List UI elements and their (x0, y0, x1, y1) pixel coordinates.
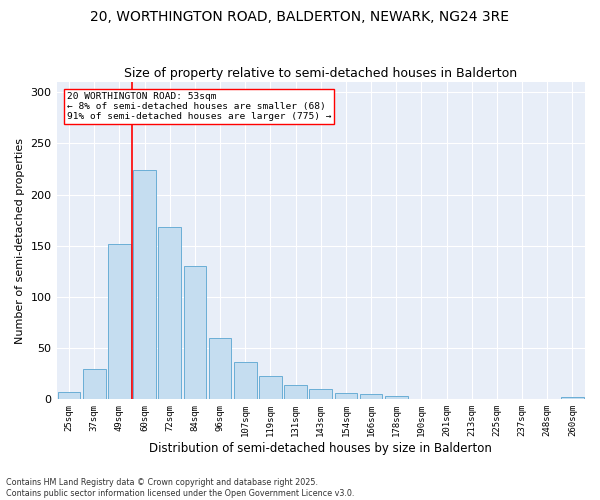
Text: 20, WORTHINGTON ROAD, BALDERTON, NEWARK, NG24 3RE: 20, WORTHINGTON ROAD, BALDERTON, NEWARK,… (91, 10, 509, 24)
Bar (335, 393, 357, 400)
Bar (360, 394, 382, 400)
Text: Contains HM Land Registry data © Crown copyright and database right 2025.
Contai: Contains HM Land Registry data © Crown c… (6, 478, 355, 498)
Bar (385, 396, 407, 400)
Bar (284, 385, 307, 400)
X-axis label: Distribution of semi-detached houses by size in Balderton: Distribution of semi-detached houses by … (149, 442, 492, 455)
Y-axis label: Number of semi-detached properties: Number of semi-detached properties (15, 138, 25, 344)
Bar (310, 389, 332, 400)
Bar (58, 392, 80, 400)
Text: 20 WORTHINGTON ROAD: 53sqm
← 8% of semi-detached houses are smaller (68)
91% of : 20 WORTHINGTON ROAD: 53sqm ← 8% of semi-… (67, 92, 332, 122)
Bar (133, 170, 156, 400)
Bar (158, 228, 181, 400)
Bar (83, 368, 106, 400)
Bar (561, 398, 584, 400)
Bar (209, 338, 232, 400)
Bar (234, 362, 257, 400)
Bar (184, 266, 206, 400)
Title: Size of property relative to semi-detached houses in Balderton: Size of property relative to semi-detach… (124, 66, 517, 80)
Bar (108, 244, 131, 400)
Bar (259, 376, 282, 400)
